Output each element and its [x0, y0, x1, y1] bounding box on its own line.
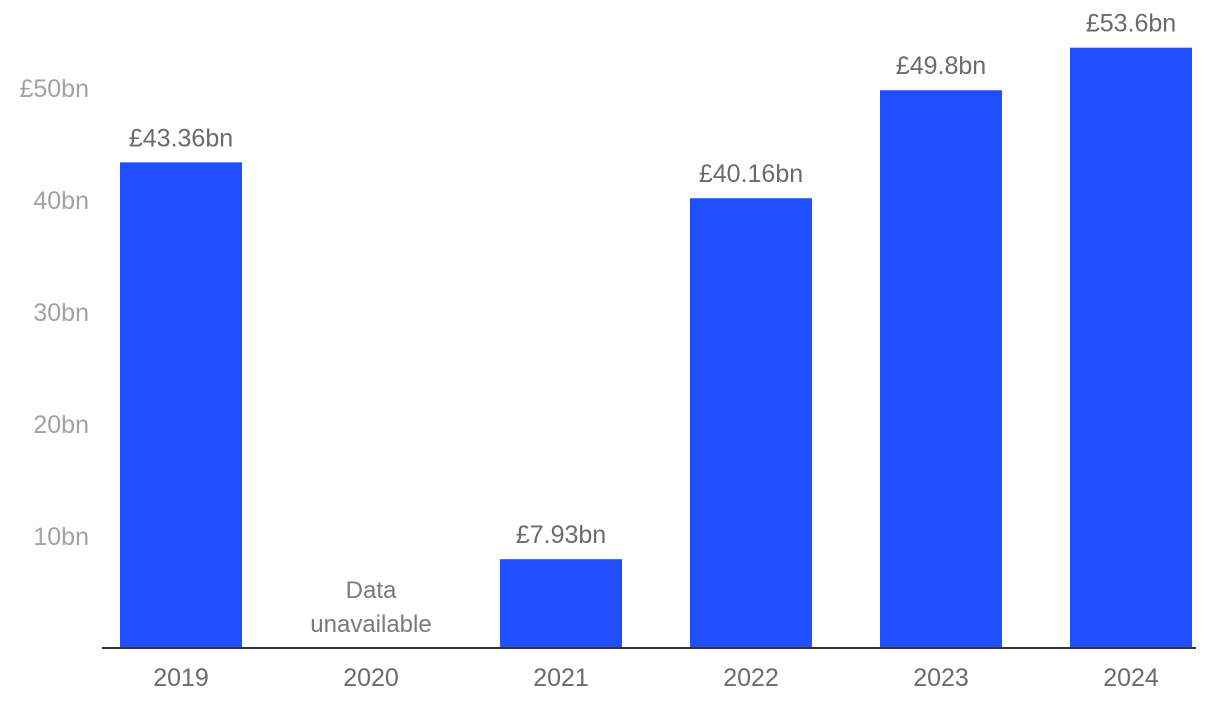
- x-tick-label: 2022: [723, 664, 779, 692]
- data-unavailable-label: Data: [346, 577, 397, 604]
- x-axis: 2019 2020 2021 2022 2023 2024: [102, 647, 1196, 692]
- x-tick-label: 2021: [533, 664, 589, 692]
- data-label-2021: £7.93bn: [516, 521, 606, 549]
- bar-2024: [1070, 47, 1192, 649]
- data-label-2024: £53.6bn: [1086, 10, 1176, 38]
- y-tick-label: 30bn: [33, 299, 89, 327]
- x-tick-label: 2024: [1103, 664, 1159, 692]
- y-axis: 10bn 20bn 30bn 40bn £50bn: [19, 75, 89, 551]
- value-labels: £43.36bn £7.93bn £40.16bn £49.8bn £53.6bn Dat…: [129, 10, 1176, 638]
- data-unavailable-label: unavailable: [310, 611, 431, 638]
- x-tick-label: 2020: [343, 664, 399, 692]
- data-label-2019: £43.36bn: [129, 124, 233, 152]
- bar-2021: [500, 559, 622, 648]
- bar-2022: [690, 198, 812, 648]
- y-tick-label: 10bn: [33, 523, 89, 551]
- data-label-2022: £40.16bn: [699, 160, 803, 188]
- x-tick-label: 2019: [153, 664, 209, 692]
- data-label-2023: £49.8bn: [896, 52, 986, 80]
- y-tick-label: 40bn: [33, 187, 89, 215]
- y-tick-label: £50bn: [19, 75, 89, 103]
- bars: [120, 47, 1192, 649]
- y-tick-label: 20bn: [33, 411, 89, 439]
- bar-2019: [120, 162, 242, 649]
- x-tick-label: 2023: [913, 664, 969, 692]
- bar-2023: [880, 90, 1002, 649]
